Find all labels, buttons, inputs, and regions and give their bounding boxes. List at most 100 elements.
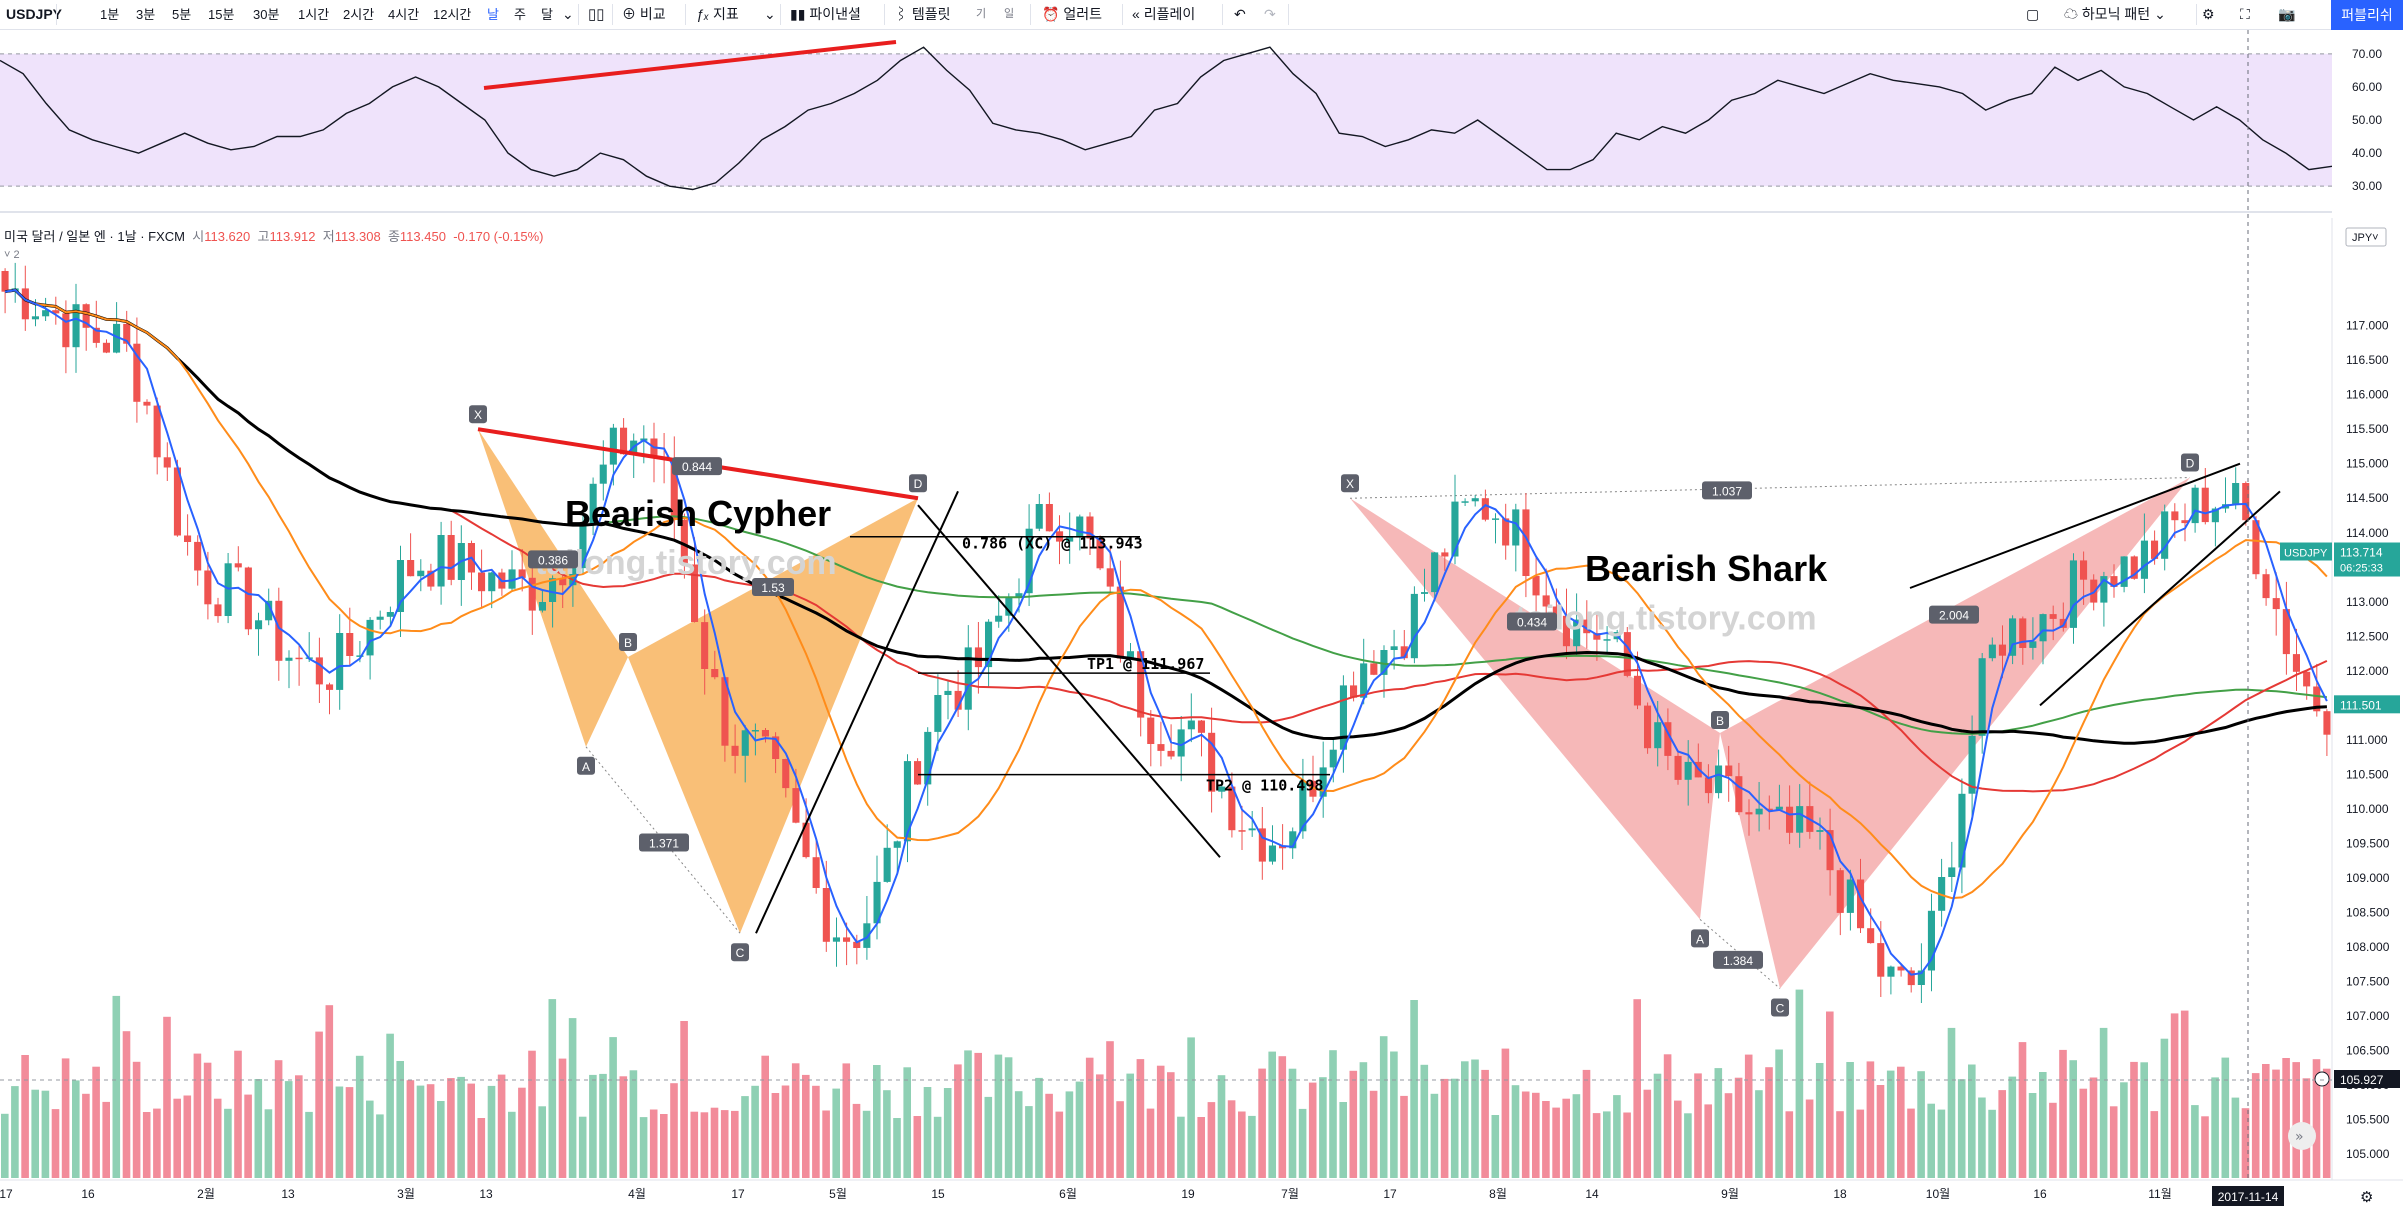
pattern-point-label-bg	[577, 756, 595, 775]
candle-body	[812, 857, 820, 888]
candle-body	[508, 569, 516, 589]
cloud-icon: ☁	[2064, 6, 2078, 22]
volume-bar	[873, 1065, 881, 1178]
volume-bar	[416, 1085, 425, 1178]
volume-bar	[842, 1063, 851, 1178]
volume-bar	[741, 1096, 749, 1178]
candle-body	[721, 677, 729, 746]
candle-body	[366, 619, 374, 656]
candle-body	[396, 560, 404, 612]
interval-button[interactable]: 날	[487, 7, 499, 22]
interval-button[interactable]: 4시간	[388, 7, 420, 22]
candle-body	[143, 401, 151, 406]
candle-body	[356, 655, 364, 657]
volume-bar	[1684, 1113, 1692, 1178]
volume-bar	[639, 1117, 648, 1178]
candle-body	[437, 535, 445, 587]
candle-body	[792, 788, 800, 823]
candle-body	[1045, 504, 1053, 532]
alert-button[interactable]: ⏰ 얼러트	[1042, 0, 1102, 29]
volume-bar	[994, 1054, 1003, 1178]
interval-button[interactable]: 3분	[136, 7, 156, 22]
candle-body	[1684, 761, 1692, 780]
symbol-label[interactable]: USDJPY	[6, 6, 63, 22]
chart-area[interactable]: 70.00 60.00 50.00 40.00 30.00 tailong.tistor…	[0, 30, 2403, 1211]
pattern-point-label-bg	[909, 474, 927, 493]
interval-button[interactable]: 5분	[172, 7, 192, 22]
square-icon[interactable]: ▢	[2026, 6, 2040, 22]
interval-button[interactable]: 1분	[100, 7, 120, 22]
candle-body	[1451, 501, 1459, 557]
candle-body	[1390, 646, 1398, 650]
volume-bar	[1491, 1115, 1500, 1178]
volume-bar	[1927, 1103, 1935, 1178]
volume-bar	[1187, 1037, 1195, 1178]
rsi-divergence-line[interactable]	[483, 40, 897, 90]
price-tick-label: 110.500	[2346, 767, 2389, 781]
template-badge[interactable]: 일	[1004, 8, 1015, 20]
interval-button[interactable]: 주	[514, 7, 526, 22]
legend-symbol-name: 미국 달러 / 일본 엔	[4, 229, 106, 244]
redo-icon[interactable]: ↷	[1264, 6, 1276, 22]
candle-body	[1, 271, 9, 292]
chevron-down-icon[interactable]: ⌄	[764, 6, 776, 22]
compare-button[interactable]: ⊕ 비교	[622, 0, 666, 29]
candle-body	[1157, 744, 1165, 751]
candle-body	[1573, 619, 1581, 647]
candle-body	[2080, 560, 2088, 580]
interval-button[interactable]: 2시간	[343, 7, 375, 22]
gear-icon[interactable]: ⚙	[2202, 6, 2215, 22]
volume-bar	[1613, 1095, 1621, 1178]
interval-button[interactable]: 30분	[253, 7, 280, 22]
candle-body	[680, 519, 688, 565]
price-tick-label: 106.500	[2346, 1044, 2390, 1058]
candle-body	[1238, 830, 1246, 832]
camera-icon[interactable]: 📷	[2278, 6, 2296, 22]
pattern-point-label: A	[1696, 932, 1704, 946]
volume-bar	[1430, 1093, 1439, 1178]
level-annotation: TP1 @ 111.967	[1087, 655, 1204, 673]
undo-icon[interactable]: ↶	[1234, 6, 1246, 22]
indicators-button[interactable]: ƒₓ 지표	[696, 0, 739, 29]
volume-bar	[1177, 1116, 1185, 1178]
interval-button[interactable]: 12시간	[433, 7, 472, 22]
cypher-trendline	[755, 490, 959, 934]
volume-bar	[1461, 1061, 1469, 1178]
volume-bar	[548, 999, 557, 1178]
candle-body	[417, 570, 425, 577]
candle-body	[2029, 641, 2037, 648]
financials-button[interactable]: ▮▮ 파이낸셜	[790, 0, 861, 29]
interval-button[interactable]: 15분	[208, 7, 235, 22]
volume-bar	[690, 1111, 699, 1178]
legend-collapse[interactable]: ˅ 2	[4, 249, 20, 261]
candle-body	[275, 600, 283, 661]
volume-bar	[274, 1060, 283, 1178]
templates-button[interactable]: ⌇ 템플릿	[894, 0, 951, 29]
price-axis[interactable]: 117.000 116.500 116.000 115.500 115.000 114.5…	[2280, 218, 2400, 1180]
candle-body	[1674, 755, 1682, 780]
volume-bar	[1582, 1069, 1591, 1178]
toolbar-divider	[2196, 4, 2197, 25]
time-axis[interactable]: 17 16 2월 13 3월 13 4월 17 5월 15 6월 19 7월 17 8월 14 9월 18 10월 1…	[0, 1186, 2373, 1206]
chevron-down-icon[interactable]: ⌄	[562, 6, 574, 22]
interval-button[interactable]: 달	[541, 7, 553, 22]
template-badge[interactable]: 기	[976, 8, 987, 20]
interval-button[interactable]: 1시간	[298, 7, 330, 22]
currency-selector-bg	[2345, 227, 2387, 247]
pattern-point-label-bg	[731, 943, 749, 962]
candle-body	[173, 467, 181, 536]
candle-body	[2191, 487, 2199, 524]
volume-bar	[599, 1073, 607, 1178]
fullscreen-icon[interactable]: ⛶	[2240, 6, 2250, 22]
candle-style-icon[interactable]: ▯▯	[588, 6, 605, 23]
candle-body	[1187, 720, 1195, 730]
volume-bar	[1836, 1111, 1844, 1178]
candle-body	[2069, 560, 2077, 628]
publish-button[interactable]: 퍼블리쉬	[2331, 0, 2403, 30]
candle-body	[153, 405, 161, 458]
harmonic-dropdown[interactable]: ☁ 하모닉 패턴 ⌄	[2064, 0, 2166, 29]
candle-body	[711, 669, 719, 678]
candle-body	[873, 881, 881, 924]
replay-button[interactable]: « 리플레이	[1132, 0, 1195, 29]
pattern-point-label-bg	[2181, 453, 2199, 472]
